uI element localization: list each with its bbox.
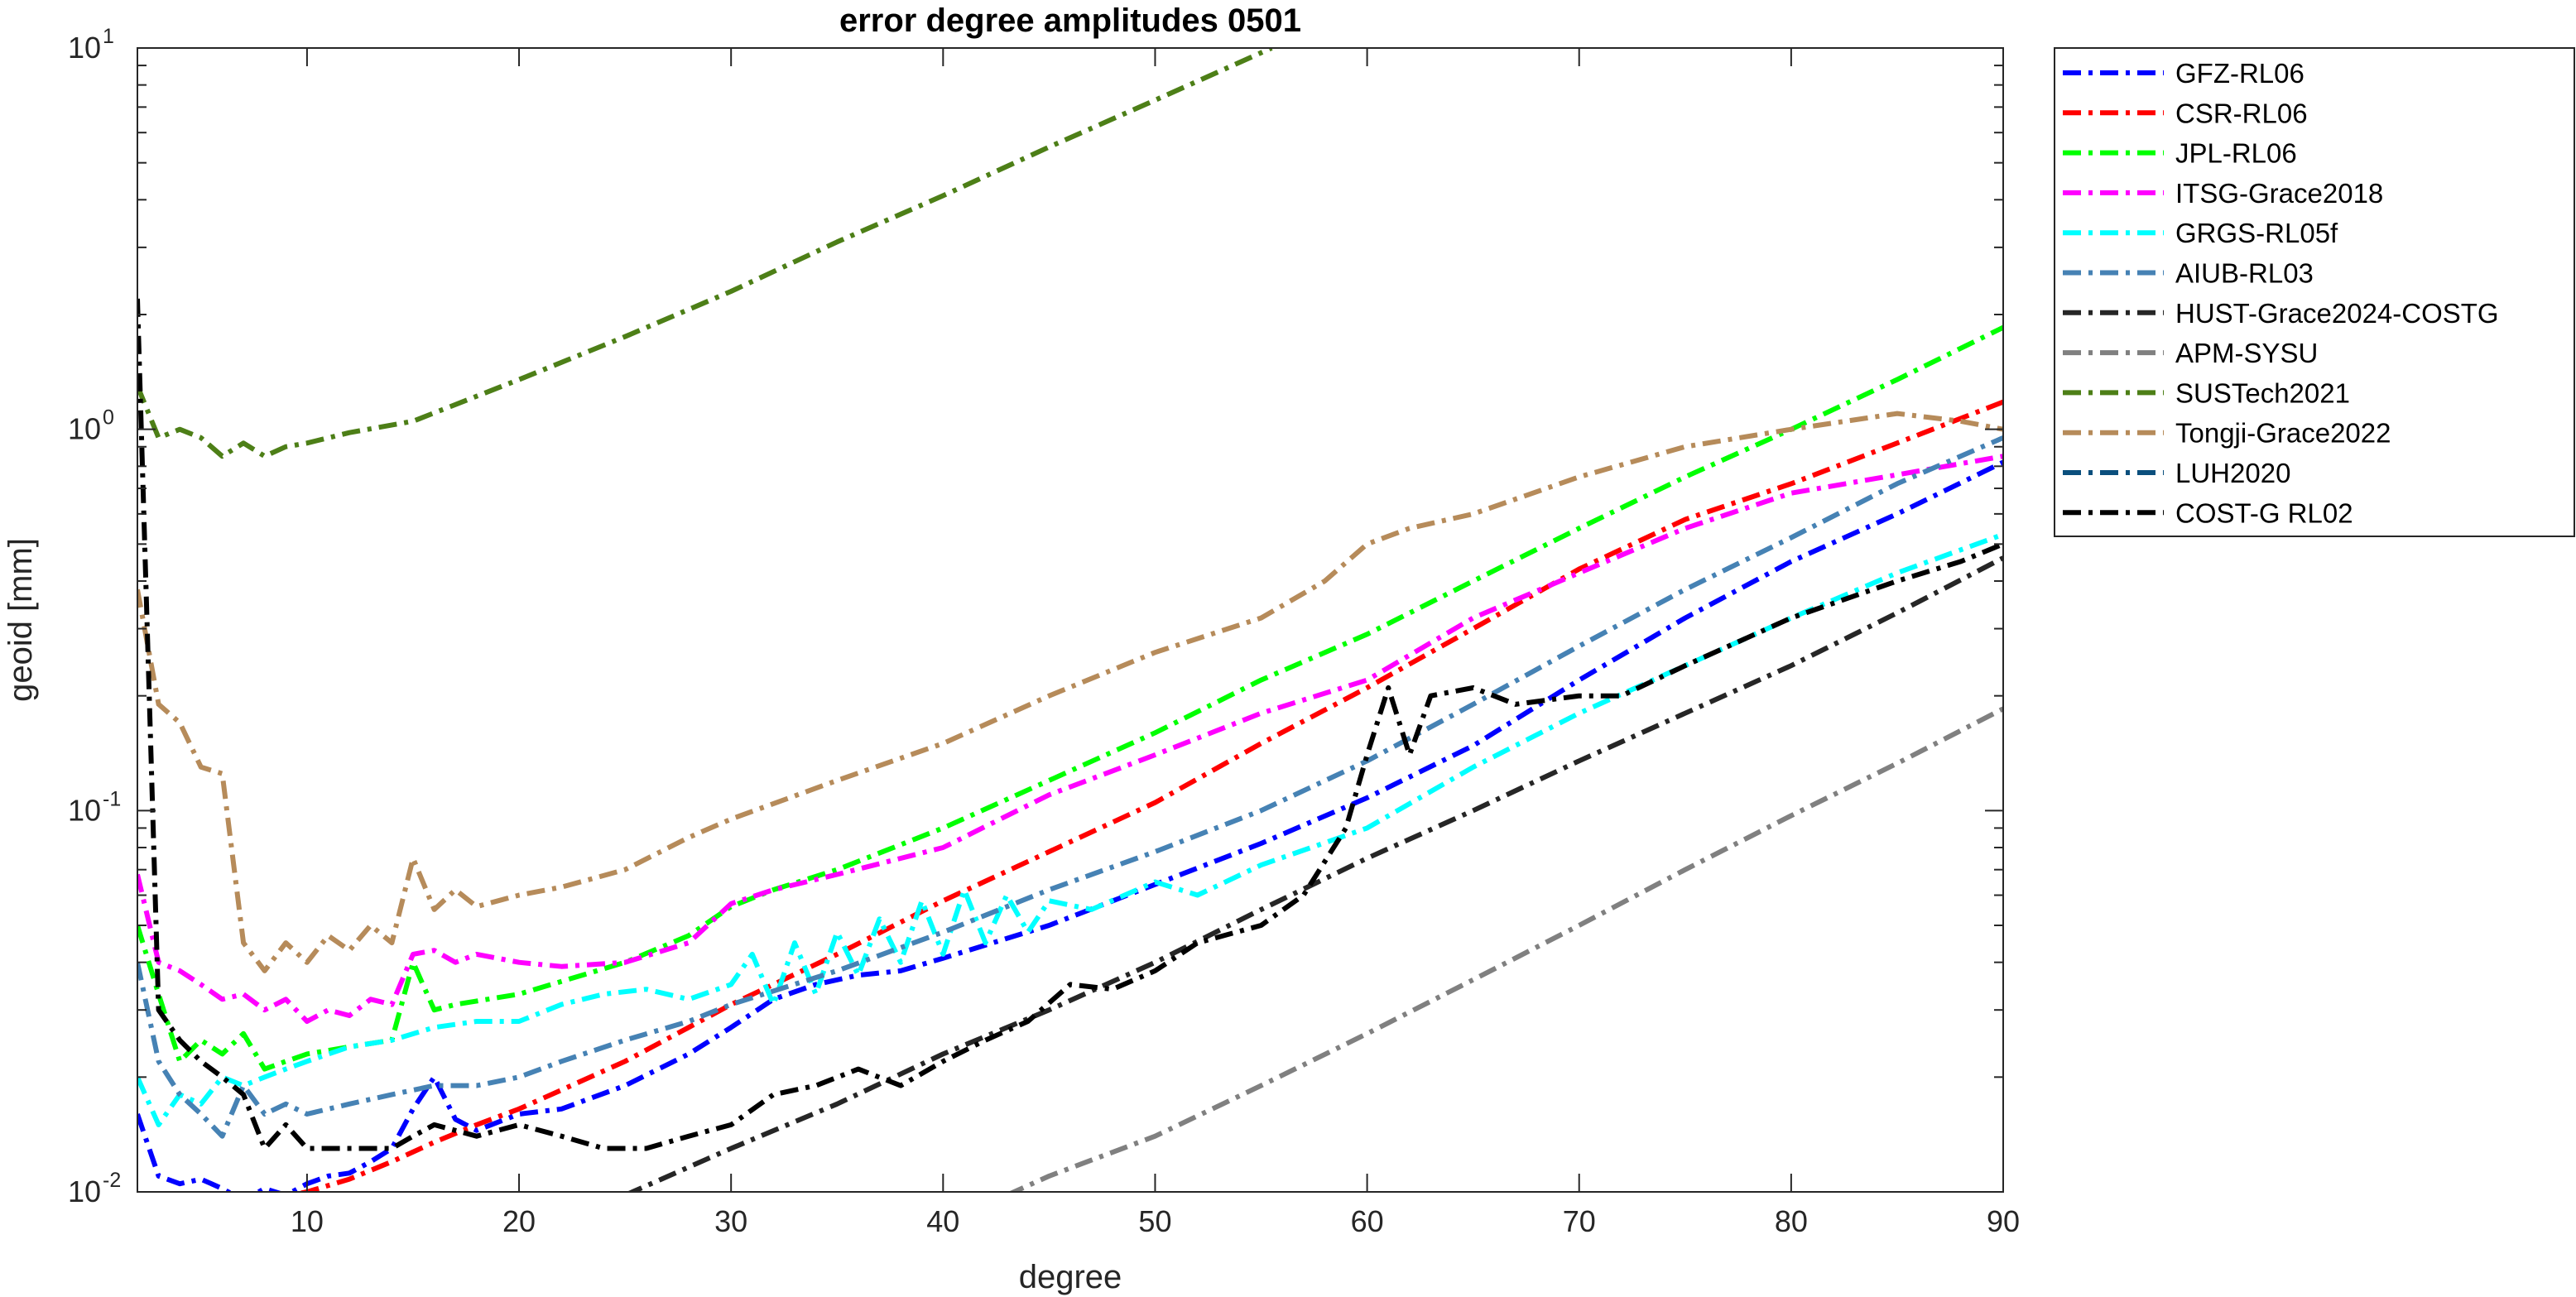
legend-label-0: GFZ-RL06 <box>2175 58 2304 89</box>
plot-background <box>137 48 2003 1192</box>
y-tick-exponent-3: 1 <box>103 25 114 48</box>
series-line-3 <box>137 454 2003 1024</box>
y-tick-exponent-0: -2 <box>103 1169 121 1192</box>
series-line-4 <box>137 531 2003 1127</box>
chart-title: error degree amplitudes 0501 <box>839 2 1301 39</box>
y-axis-label: geoid [mm] <box>2 538 39 702</box>
x-tick-label-1: 20 <box>502 1204 536 1238</box>
series-line-8 <box>137 48 1273 459</box>
legend-label-5: AIUB-RL03 <box>2175 258 2314 289</box>
series-line-9 <box>137 411 2003 973</box>
series-line-6 <box>626 555 2003 1192</box>
x-tick-label-2: 30 <box>714 1204 747 1238</box>
y-tick-label-3: 10 <box>68 31 101 65</box>
legend-box <box>2054 47 2575 537</box>
x-tick-label-7: 80 <box>1775 1204 1808 1238</box>
x-tick-label-4: 50 <box>1138 1204 1171 1238</box>
legend-label-4: GRGS-RL05f <box>2175 218 2338 248</box>
legend-label-6: HUST-Grace2024-COSTG <box>2175 298 2499 329</box>
series-line-7 <box>1007 706 2003 1192</box>
legend-label-11: COST-G RL02 <box>2175 497 2353 528</box>
legend-label-10: LUH2020 <box>2175 458 2290 488</box>
x-tick-label-5: 60 <box>1351 1204 1384 1238</box>
legend-label-2: JPL-RL06 <box>2175 138 2297 169</box>
x-tick-label-3: 40 <box>926 1204 959 1238</box>
legend-label-9: Tongji-Grace2022 <box>2175 418 2391 449</box>
series-line-0 <box>137 459 2003 1192</box>
x-tick-label-0: 10 <box>291 1204 324 1238</box>
y-tick-label-0: 10 <box>68 1175 101 1208</box>
series-line-2 <box>137 324 2003 1072</box>
y-tick-label-1: 10 <box>68 793 101 827</box>
legend-label-8: SUSTech2021 <box>2175 377 2350 408</box>
x-tick-label-6: 70 <box>1563 1204 1596 1238</box>
legend-label-3: ITSG-Grace2018 <box>2175 178 2383 209</box>
x-tick-labels: 10 20 30 40 50 60 70 80 90 <box>291 1204 2020 1238</box>
x-tick-label-8: 90 <box>1987 1204 2020 1238</box>
y-tick-label-2: 10 <box>68 412 101 446</box>
plot-frame <box>137 47 2004 1193</box>
x-axis-label: degree <box>1019 1259 1122 1295</box>
series-line-11 <box>137 298 2003 1151</box>
legend-label-1: CSR-RL06 <box>2175 98 2308 128</box>
series-line-1 <box>294 399 2003 1192</box>
y-tick-exponent-1: -1 <box>103 787 121 810</box>
y-tick-exponent-2: 0 <box>103 406 114 430</box>
plot-lines <box>137 48 2003 1192</box>
legend: GFZ-RL06 CSR-RL06 JPL-RL06 ITSG-Grace2018 GR… <box>2054 47 2575 537</box>
legend-label-7: APM-SYSU <box>2175 338 2318 368</box>
